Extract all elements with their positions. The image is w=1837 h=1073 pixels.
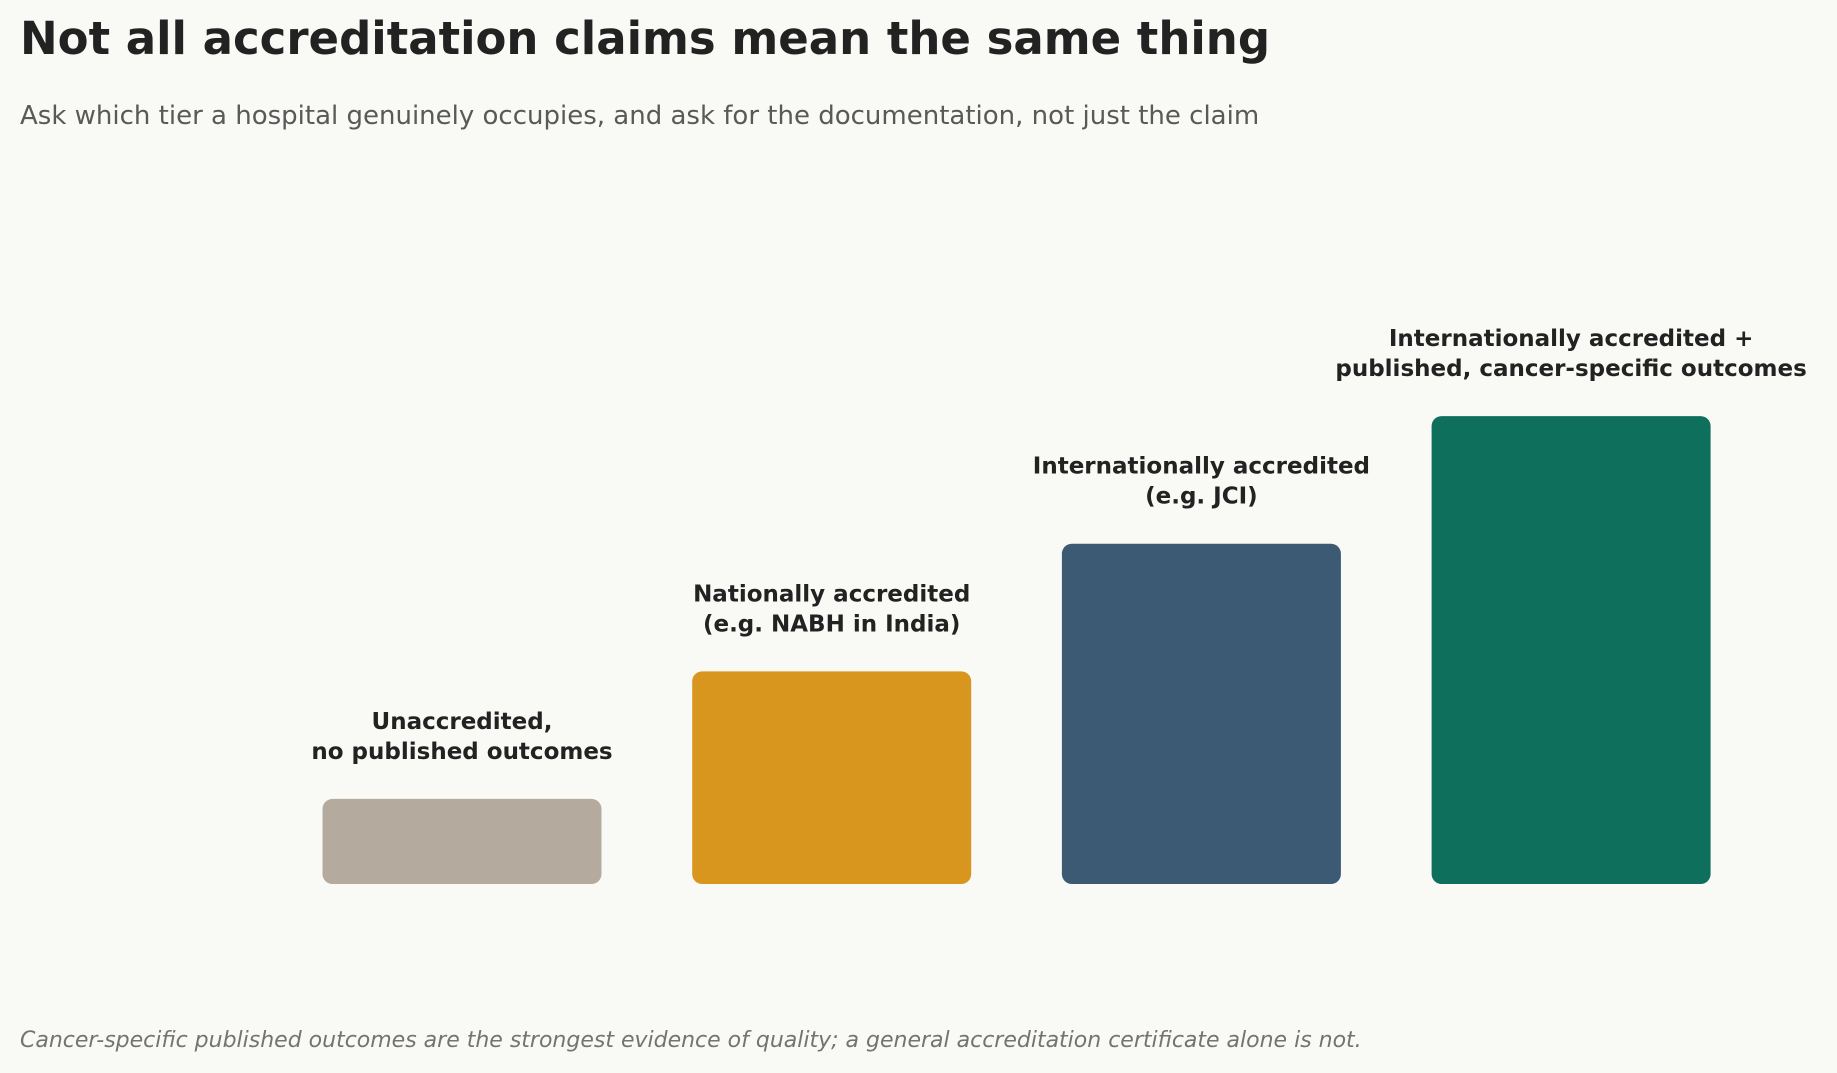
bar-2 <box>692 671 972 884</box>
bar-4 <box>1431 416 1711 884</box>
bar-1 <box>322 798 602 884</box>
bar-label-line: Internationally accredited <box>1033 454 1370 480</box>
bar-label-2: Nationally accredited (e.g. NABH in India… <box>693 581 970 637</box>
bar-labels-group: Unaccredited, no published outcomes Nation… <box>311 326 1806 765</box>
chart-footnote: Cancer-specific published outcomes are t… <box>20 1028 1362 1053</box>
bar-label-1: Unaccredited, no published outcomes <box>311 709 612 765</box>
bars-group <box>322 416 1711 884</box>
bar-label-line: (e.g. NABH in India) <box>703 611 960 637</box>
bar-label-line: Internationally accredited + <box>1389 326 1754 352</box>
bar-label-line: published, cancer-specific outcomes <box>1335 356 1806 382</box>
bar-label-line: no published outcomes <box>311 739 612 765</box>
bar-label-4: Internationally accredited + published, c… <box>1335 326 1806 382</box>
bar-label-line: Nationally accredited <box>693 581 970 607</box>
bar-label-line: (e.g. JCI) <box>1145 484 1258 510</box>
bar-3 <box>1061 543 1341 884</box>
bar-label-3: Internationally accredited (e.g. JCI) <box>1033 454 1370 510</box>
bar-label-line: Unaccredited, <box>372 709 553 735</box>
chart-title: Not all accreditation claims mean the sa… <box>20 12 1271 65</box>
chart-subtitle: Ask which tier a hospital genuinely occu… <box>20 101 1260 131</box>
